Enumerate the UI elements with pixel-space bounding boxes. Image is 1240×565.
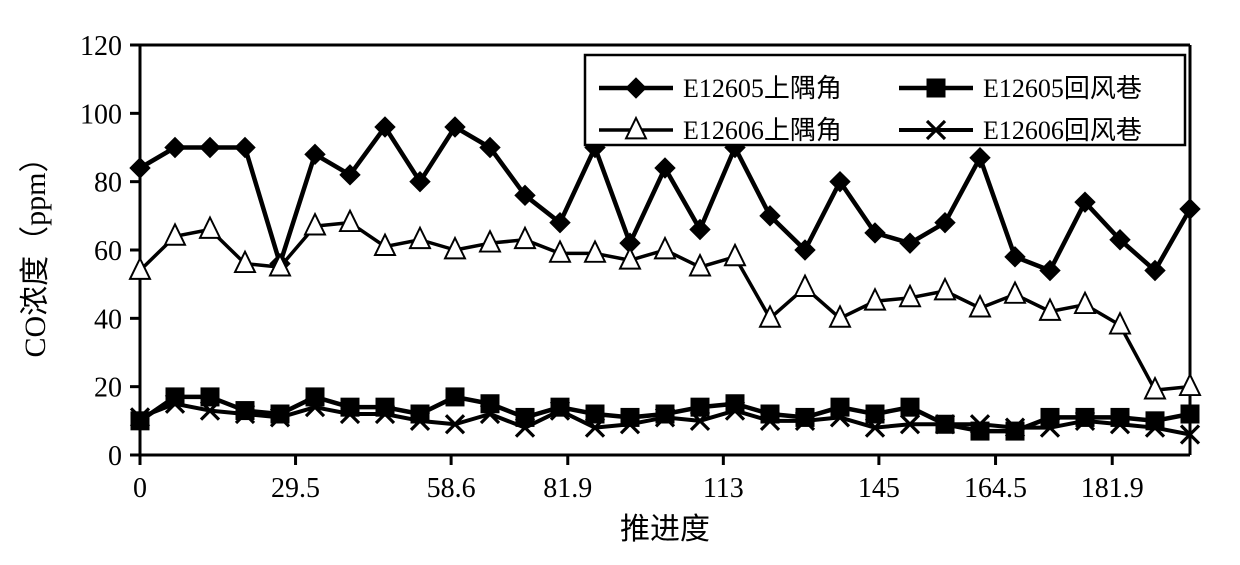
svg-text:0: 0 bbox=[108, 441, 122, 472]
svg-text:81.9: 81.9 bbox=[543, 473, 592, 504]
svg-text:推进度: 推进度 bbox=[620, 513, 710, 546]
svg-text:E12606回风巷: E12606回风巷 bbox=[983, 116, 1142, 145]
svg-text:20: 20 bbox=[94, 373, 122, 404]
svg-text:58.6: 58.6 bbox=[427, 473, 476, 504]
svg-text:100: 100 bbox=[80, 99, 122, 130]
svg-text:E12606上隅角: E12606上隅角 bbox=[683, 116, 842, 145]
chart-container: 0 20 40 60 80 100 120 0 29.5 58.6 81.9 113 145 164.5 1… bbox=[0, 0, 1240, 565]
svg-text:E12605回风巷: E12605回风巷 bbox=[983, 74, 1142, 103]
svg-text:113: 113 bbox=[703, 473, 744, 504]
co-concentration-line-chart: 0 20 40 60 80 100 120 0 29.5 58.6 81.9 113 145 164.5 1… bbox=[0, 0, 1240, 565]
svg-text:0: 0 bbox=[133, 473, 147, 504]
svg-text:40: 40 bbox=[94, 304, 122, 335]
svg-text:CO浓度（ppm）: CO浓度（ppm） bbox=[19, 142, 52, 357]
svg-text:181.9: 181.9 bbox=[1081, 473, 1144, 504]
svg-text:E12605上隅角: E12605上隅角 bbox=[683, 74, 842, 103]
svg-text:80: 80 bbox=[94, 168, 122, 199]
svg-text:164.5: 164.5 bbox=[964, 473, 1027, 504]
svg-text:29.5: 29.5 bbox=[271, 473, 320, 504]
svg-text:120: 120 bbox=[80, 31, 122, 62]
svg-text:60: 60 bbox=[94, 236, 122, 267]
svg-text:145: 145 bbox=[858, 473, 900, 504]
